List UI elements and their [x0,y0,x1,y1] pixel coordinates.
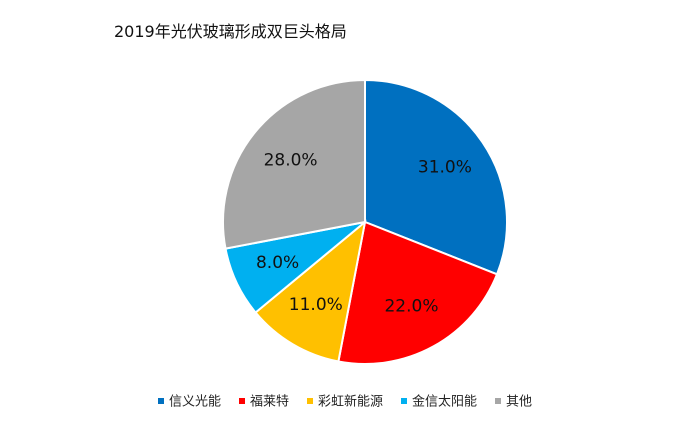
data-label-彩虹新能源: 11.0% [289,295,343,315]
legend-label: 彩虹新能源 [318,394,383,410]
legend-item-信义光能: 信义光能 [158,395,221,410]
legend-item-金信太阳能: 金信太阳能 [401,394,477,410]
legend-item-其他: 其他 [495,395,532,410]
legend-item-福莱特: 福莱特 [239,395,289,410]
data-label-福莱特: 22.0% [384,297,438,317]
legend-swatch [307,398,313,404]
chart-title: 2019年光伏玻璃形成双巨头格局 [114,22,347,41]
pie-slices [222,78,508,365]
data-label-金信太阳能: 8.0% [256,253,299,273]
pie-slice-福莱特 [337,220,499,365]
legend-label: 其他 [506,395,532,410]
legend-swatch [401,398,407,404]
pie-slice-其他 [222,78,366,250]
pie-slice-信义光能 [364,78,508,276]
data-label-信义光能: 31.0% [418,158,472,178]
data-label-其他: 28.0% [264,151,318,171]
legend-swatch [495,398,501,404]
legend: 信义光能 福莱特 彩虹新能源 金信太阳能 其他 [158,394,532,410]
legend-label: 福莱特 [250,395,289,410]
pie-slice-彩虹新能源 [254,219,367,363]
legend-item-彩虹新能源: 彩虹新能源 [307,394,383,410]
legend-label: 金信太阳能 [412,394,477,410]
legend-swatch [239,398,245,404]
legend-label: 信义光能 [169,395,221,410]
legend-swatch [158,398,164,404]
pie-data-labels: 31.0% 22.0% 11.0% 8.0% 28.0% [256,151,472,317]
